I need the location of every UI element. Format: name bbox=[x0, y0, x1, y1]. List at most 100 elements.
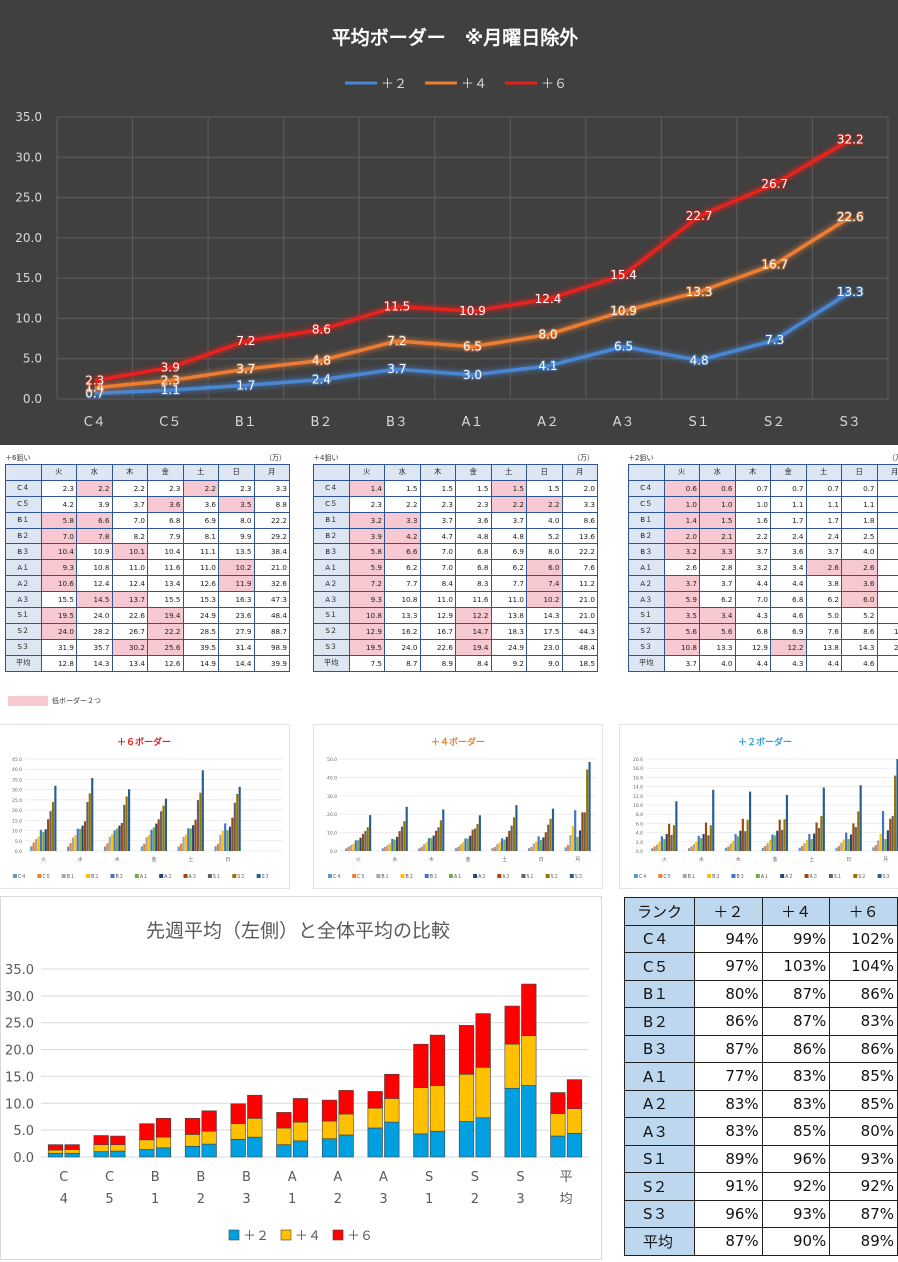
table-cell: 2.4 bbox=[770, 527, 807, 545]
y-tick-label: 0.0 bbox=[15, 849, 22, 855]
mini-bar bbox=[214, 846, 217, 851]
legend-swatch bbox=[755, 874, 760, 878]
legend-swatch bbox=[424, 874, 429, 878]
table-cell: 1.7 bbox=[805, 511, 842, 529]
stacked-segment bbox=[458, 1073, 475, 1122]
ratio-cell: 83% bbox=[694, 1117, 763, 1146]
table-cell: 7.2 bbox=[348, 575, 385, 593]
mini-bar bbox=[783, 819, 786, 851]
rank-label: C４ bbox=[624, 924, 695, 953]
table-cell: 3.2 bbox=[348, 511, 385, 529]
mini-bar bbox=[491, 848, 494, 851]
stacked-segment bbox=[247, 1136, 263, 1158]
x-tick-label: B２ bbox=[310, 415, 332, 430]
table-cell: 12.6 bbox=[147, 654, 184, 672]
table-cell: 1.4 bbox=[348, 479, 385, 497]
mini-bar bbox=[894, 775, 897, 851]
mini-bar bbox=[847, 839, 850, 851]
table-cell: 7.9 bbox=[147, 527, 184, 545]
legend-swatch bbox=[8, 696, 48, 706]
y-tick-label: 0.0 bbox=[636, 849, 643, 855]
y-tick-label: 6.0 bbox=[636, 821, 643, 827]
table-row: S３ 96% 93% 87% bbox=[624, 1199, 898, 1228]
legend-swatch bbox=[448, 874, 453, 878]
mini-bar bbox=[177, 846, 180, 851]
row-label: A２ bbox=[628, 575, 665, 593]
y-tick-label: 15.0 bbox=[12, 818, 22, 824]
mini-bar bbox=[651, 848, 654, 851]
table-row: B１1.41.51.61.71.71.82.3 bbox=[628, 511, 898, 529]
x-tick-label: 2 bbox=[471, 1192, 479, 1207]
mini-bar bbox=[889, 818, 892, 851]
row-label: S２ bbox=[313, 622, 350, 640]
table-cell: 7.4 bbox=[526, 575, 563, 593]
mini-bar bbox=[359, 837, 362, 851]
mini-bar bbox=[396, 836, 399, 851]
y-tick-label: 40.0 bbox=[12, 767, 22, 773]
stacked-segment bbox=[413, 1043, 429, 1089]
mini-bar bbox=[542, 837, 545, 851]
mini-bar bbox=[127, 789, 131, 851]
y-tick-label: 35.0 bbox=[5, 963, 34, 978]
x-tick-label: 金 bbox=[151, 856, 156, 863]
ratio-cell: 92% bbox=[761, 1172, 831, 1201]
table-cell: 16.4 bbox=[876, 622, 898, 640]
table-cell: 2.4 bbox=[805, 527, 842, 545]
table-cell: 3.2 bbox=[734, 559, 771, 577]
y-tick-label: 40.0 bbox=[327, 775, 337, 781]
ratio-cell: 87% bbox=[694, 1227, 763, 1256]
table-cell: 1.5 bbox=[699, 511, 736, 529]
table-cell: 7.6 bbox=[805, 622, 842, 640]
legend-swatch bbox=[497, 874, 502, 878]
table-cell: 6.2 bbox=[384, 559, 421, 577]
x-tick-label: A３ bbox=[613, 415, 635, 430]
y-tick-label: 10.0 bbox=[633, 803, 643, 809]
mini-bar bbox=[530, 846, 533, 851]
table-header-cell: 日 bbox=[841, 464, 878, 481]
mini-bar bbox=[400, 826, 403, 851]
table-cell: 2.3 bbox=[455, 495, 492, 513]
stacked-segment bbox=[201, 1143, 217, 1158]
table-cell: 6.8 bbox=[147, 511, 184, 529]
mini-bar bbox=[744, 831, 747, 851]
table-row: S１ 10.8 13.3 12.9 12.2 13.8 14.3 21.0 bbox=[313, 607, 598, 624]
low-border-legend: 低ボーダー２つ bbox=[8, 696, 101, 706]
table-row: 平均 7.5 8.7 8.9 8.4 9.2 9.0 18.5 bbox=[313, 654, 598, 672]
mini-bar bbox=[571, 825, 574, 851]
mini-bar bbox=[478, 815, 481, 851]
ratio-cell: 85% bbox=[761, 1117, 831, 1146]
table-cell: 18.3 bbox=[490, 622, 527, 640]
stacked-segment bbox=[367, 1091, 383, 1109]
table-cell: 6.9 bbox=[490, 543, 527, 561]
table-cell: 22.2 bbox=[561, 543, 598, 561]
x-tick-label: C bbox=[59, 1170, 68, 1185]
table-cell: 2.2 bbox=[526, 495, 563, 513]
rank-label: A１ bbox=[624, 1062, 695, 1091]
table-cell: 0.7 bbox=[770, 479, 807, 497]
table-cell: 23.0 bbox=[526, 638, 563, 656]
mini-bar bbox=[734, 833, 737, 851]
table-row: B３3.23.33.73.63.74.08.7 bbox=[628, 543, 898, 561]
mini-bar bbox=[877, 840, 880, 851]
mini-bar bbox=[69, 843, 72, 851]
table-cell: 14.3 bbox=[76, 654, 113, 672]
table-cell: 2.8 bbox=[699, 559, 736, 577]
mini-bar bbox=[194, 819, 197, 851]
y-tick-label: 10.0 bbox=[327, 831, 337, 837]
table-cell: 5.6 bbox=[699, 622, 736, 640]
table-cell: 24.9 bbox=[490, 638, 527, 656]
mini-bar bbox=[702, 833, 705, 851]
x-tick-label: 2 bbox=[334, 1192, 342, 1207]
legend-label: S１ bbox=[834, 874, 842, 880]
row-label: B２ bbox=[628, 527, 665, 545]
mini-bar bbox=[505, 836, 508, 851]
mini-bar bbox=[695, 841, 698, 851]
table-cell: 4.8 bbox=[490, 527, 527, 545]
stacked-segment bbox=[110, 1150, 126, 1158]
mini-bar bbox=[588, 761, 591, 851]
table-cell: 1.5 bbox=[455, 479, 492, 497]
table-cell: 8.4 bbox=[455, 654, 492, 672]
table-header-cell: 金 bbox=[455, 464, 492, 481]
series-line bbox=[94, 290, 852, 396]
